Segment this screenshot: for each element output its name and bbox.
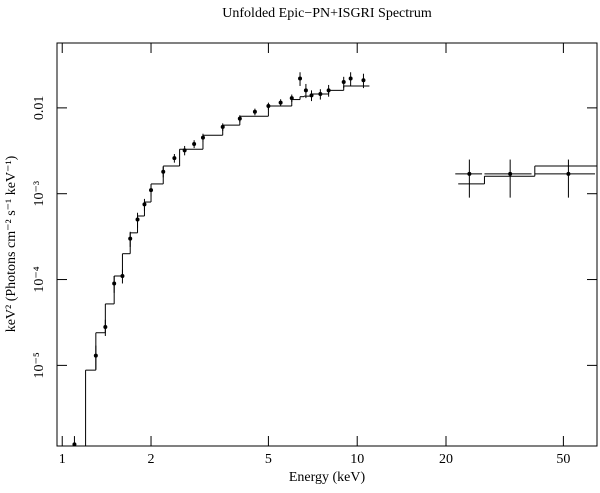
data-point — [566, 171, 571, 176]
y-tick-label: 10⁻⁴ — [32, 266, 47, 292]
data-point — [192, 141, 197, 146]
data-point — [298, 76, 303, 81]
chart-title: Unfolded Epic−PN+ISGRI Spectrum — [222, 6, 432, 21]
x-tick-label: 10 — [350, 452, 364, 467]
y-tick-label: 10⁻³ — [32, 181, 47, 207]
data-point — [508, 171, 513, 176]
data-point — [348, 76, 353, 81]
data-point — [278, 100, 283, 105]
plot-area — [72, 72, 597, 446]
x-axis-label: Energy (keV) — [289, 470, 366, 485]
data-point — [341, 80, 346, 85]
x-tick-label: 1 — [59, 452, 66, 467]
data-point — [361, 78, 366, 83]
data-point — [172, 156, 177, 161]
data-point — [303, 88, 308, 93]
y-tick-label: 10⁻⁵ — [32, 352, 47, 378]
y-axis-label: keV² (Photons cm⁻² s⁻¹ keV⁻¹) — [4, 155, 19, 332]
data-point — [252, 109, 257, 114]
plot-frame — [56, 42, 598, 447]
data-point — [467, 171, 472, 176]
x-tick-label: 20 — [439, 452, 453, 467]
data-point — [72, 442, 77, 446]
x-tick-label: 50 — [556, 452, 570, 467]
y-tick-label: 0.01 — [32, 96, 47, 121]
x-tick-label: 2 — [148, 452, 155, 467]
x-tick-label: 5 — [265, 452, 272, 467]
